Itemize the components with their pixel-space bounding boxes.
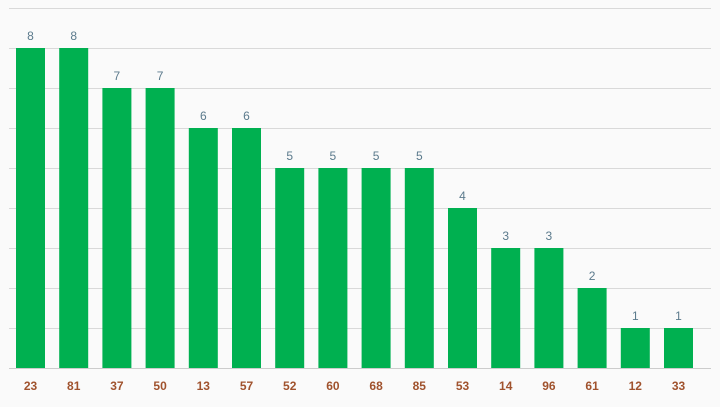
x-tick-label: 96 xyxy=(542,379,556,393)
x-tick-label: 68 xyxy=(369,379,383,393)
x-tick-label: 53 xyxy=(456,379,470,393)
x-tick-label: 52 xyxy=(283,379,297,393)
bar xyxy=(448,208,477,368)
bar-value-label: 5 xyxy=(373,149,380,163)
x-tick-label: 37 xyxy=(110,379,124,393)
bar-value-label: 1 xyxy=(632,309,639,323)
bar xyxy=(275,168,305,368)
bar-value-label: 5 xyxy=(416,149,423,163)
bar-value-label: 7 xyxy=(157,69,164,83)
category-labels: 23 81 37 50 13 57 52 60 68 85 53 14 96 61 12 33 xyxy=(24,379,686,393)
bar-value-label: 6 xyxy=(200,109,207,123)
bar xyxy=(145,88,175,368)
bar-value-label: 5 xyxy=(330,149,337,163)
bar xyxy=(318,168,348,368)
bar xyxy=(232,128,261,368)
x-tick-label: 57 xyxy=(240,379,254,393)
bar-value-label: 3 xyxy=(502,229,509,243)
bar xyxy=(577,288,607,368)
x-tick-label: 33 xyxy=(672,379,686,393)
x-tick-label: 81 xyxy=(67,379,81,393)
x-tick-label: 14 xyxy=(499,379,513,393)
bar xyxy=(534,248,564,368)
bar-value-label: 3 xyxy=(546,229,553,243)
bar-value-label: 8 xyxy=(27,29,34,43)
x-tick-label: 23 xyxy=(24,379,38,393)
bar-value-label: 1 xyxy=(675,309,682,323)
bar-value-label: 6 xyxy=(243,109,250,123)
bar xyxy=(102,88,132,368)
bar-value-label: 5 xyxy=(286,149,293,163)
bar xyxy=(361,168,391,368)
bar xyxy=(59,48,89,368)
value-labels: 8 8 7 7 6 6 5 5 5 5 4 3 3 2 1 1 xyxy=(27,29,682,323)
bar-value-label: 4 xyxy=(459,189,466,203)
bar-value-label: 2 xyxy=(589,269,596,283)
x-tick-label: 50 xyxy=(153,379,167,393)
bar-value-label: 8 xyxy=(70,29,77,43)
bar xyxy=(664,328,693,368)
bars xyxy=(16,48,693,368)
bar-value-label: 7 xyxy=(114,69,121,83)
bar xyxy=(620,328,650,368)
bar xyxy=(404,168,434,368)
x-tick-label: 61 xyxy=(585,379,599,393)
bar xyxy=(491,248,521,368)
bar xyxy=(188,128,218,368)
x-tick-label: 85 xyxy=(413,379,427,393)
x-tick-label: 13 xyxy=(197,379,211,393)
x-tick-label: 60 xyxy=(326,379,340,393)
x-tick-label: 12 xyxy=(629,379,643,393)
bar xyxy=(16,48,45,368)
